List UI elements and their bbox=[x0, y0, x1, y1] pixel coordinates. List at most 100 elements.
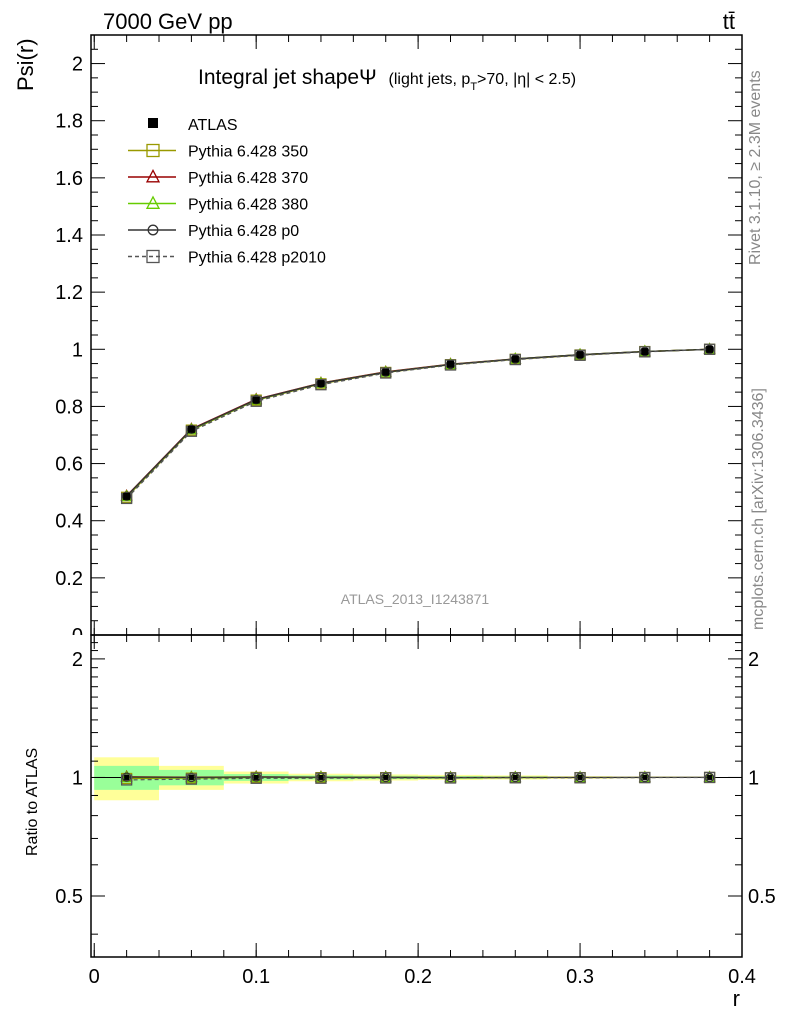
x-tick-label: 0.3 bbox=[566, 966, 594, 988]
ratio-panel-frame bbox=[90, 634, 743, 958]
legend-label: Pythia 6.428 p2010 bbox=[188, 250, 326, 267]
main-panel-series bbox=[120, 342, 716, 505]
y-tick-label: 0.2 bbox=[55, 568, 83, 590]
atlas-data-point bbox=[317, 380, 325, 388]
y-tick-label: 1.2 bbox=[55, 282, 83, 304]
atlas-data-point bbox=[252, 396, 260, 404]
series-line bbox=[126, 348, 710, 499]
atlas-data-point bbox=[511, 355, 519, 363]
y-tick-label: 1 bbox=[72, 339, 83, 361]
series-line bbox=[126, 348, 710, 498]
atlas-ratio-point bbox=[707, 774, 713, 780]
atlas-ratio-point bbox=[188, 774, 194, 780]
ratio-series-marker bbox=[380, 772, 392, 784]
atlas-ratio-point bbox=[577, 774, 583, 780]
ratio-panel-series bbox=[120, 769, 716, 786]
atlas-data-point bbox=[187, 425, 195, 433]
ratio-series-marker bbox=[120, 774, 133, 786]
ratio-series-marker bbox=[703, 771, 716, 784]
legend-marker bbox=[146, 249, 160, 264]
legend-label: Pythia 6.428 p0 bbox=[188, 223, 299, 240]
series-marker bbox=[315, 379, 327, 391]
series-line bbox=[126, 348, 710, 497]
legend-label: Pythia 6.428 380 bbox=[188, 197, 308, 214]
ratio-y-tick-label: 1 bbox=[72, 767, 83, 789]
y-tick-label: 2 bbox=[72, 54, 83, 76]
atlas-data-point bbox=[576, 351, 584, 359]
atlas-data-point bbox=[447, 360, 455, 368]
svg-text:Integral jet shapeΨ (lig: Integral jet shapeΨ (light jets, pT>70, … bbox=[198, 66, 576, 93]
legend-atlas-label: ATLAS bbox=[188, 117, 238, 134]
header-right: tt̄ bbox=[723, 9, 735, 34]
ratio-series-line bbox=[126, 776, 710, 781]
atlas-ratio-point bbox=[383, 774, 389, 780]
atlas-ratio-point bbox=[448, 774, 454, 780]
ratio-y-axis-label: Ratio to ATLAS bbox=[24, 748, 41, 856]
mcplots-reference-text: mcplots.cern.ch [arXiv:1306.3436] bbox=[750, 388, 767, 630]
atlas-ratio-point bbox=[253, 774, 259, 780]
series-marker bbox=[574, 349, 586, 361]
atlas-data-point bbox=[382, 368, 390, 376]
series-marker bbox=[250, 395, 262, 407]
legend-atlas-marker bbox=[148, 118, 158, 128]
x-tick-label: 0.1 bbox=[242, 966, 270, 988]
x-tick-label: 0.4 bbox=[728, 966, 756, 988]
ratio-series-line bbox=[126, 776, 710, 779]
header-left: 7000 GeV pp bbox=[103, 9, 233, 34]
series-line bbox=[126, 348, 710, 497]
ratio-series-marker bbox=[444, 772, 457, 784]
atlas-ratio-point bbox=[124, 774, 130, 780]
ratio-series-marker bbox=[186, 772, 197, 783]
ratio-series-marker bbox=[639, 771, 651, 784]
y-tick-label: 1.4 bbox=[55, 225, 83, 247]
y-tick-label: 0.4 bbox=[55, 511, 83, 533]
series-marker bbox=[509, 353, 521, 366]
axes: 0 0.1 0.2 0.3 0.40.20.40.60.811.21.41.61.820… bbox=[55, 34, 776, 988]
x-axis-label: r bbox=[733, 986, 740, 1011]
atlas-data-point bbox=[641, 348, 649, 356]
atlas-ratio-point bbox=[642, 774, 648, 780]
series-marker bbox=[380, 367, 392, 379]
legend-marker bbox=[147, 224, 159, 236]
y-tick-label: 1.6 bbox=[55, 168, 83, 190]
legend-marker bbox=[145, 195, 161, 209]
ratio-series-marker bbox=[250, 772, 262, 784]
ratio-y-tick-label: 2 bbox=[72, 649, 83, 671]
legend-label: Pythia 6.428 370 bbox=[188, 170, 308, 187]
title-sub-1: (light jets, p bbox=[389, 71, 471, 88]
y-tick-label-zero: 0 bbox=[72, 625, 83, 647]
ratio-y-tick-label-right: 2 bbox=[748, 649, 759, 671]
series-marker bbox=[639, 346, 651, 358]
plot-title: Integral jet shapeΨ (light jets, pT>70, … bbox=[198, 66, 576, 93]
series-marker bbox=[121, 491, 132, 501]
title-symbol: Ψ bbox=[359, 66, 377, 89]
ratio-series-marker bbox=[509, 772, 521, 784]
legend-label: Pythia 6.428 350 bbox=[188, 144, 308, 161]
series-line bbox=[126, 348, 710, 497]
atlas-data-point bbox=[123, 492, 131, 500]
series-marker bbox=[186, 424, 197, 434]
title-main: Integral jet shape bbox=[198, 66, 359, 89]
legend: ATLAS Pythia 6.428 350 Pythia 6.428 370 Pyt… bbox=[128, 117, 326, 267]
ratio-series-marker bbox=[574, 772, 586, 784]
series-marker bbox=[703, 343, 716, 355]
ratio-y-tick-label: 0.5 bbox=[55, 886, 83, 908]
ratio-series-marker bbox=[704, 772, 715, 783]
ratio-y-tick-label-right: 1 bbox=[748, 767, 759, 789]
atlas-data-point bbox=[706, 345, 714, 353]
rivet-version-text: Rivet 3.1.10, ≥ 2.3M events bbox=[747, 70, 764, 265]
y-axis-label: Psi(r) bbox=[13, 38, 38, 91]
y-tick-label: 0.6 bbox=[55, 454, 83, 476]
analysis-watermark: ATLAS_2013_I1243871 bbox=[341, 591, 490, 607]
legend-marker bbox=[146, 143, 160, 158]
title-sub-2: >70, |η| < 2.5) bbox=[477, 71, 576, 88]
y-tick-label: 1.8 bbox=[55, 111, 83, 133]
ratio-y-tick-label-right: 0.5 bbox=[748, 886, 776, 908]
legend-marker bbox=[145, 169, 161, 183]
title-sub-T: T bbox=[470, 81, 477, 93]
x-tick-label: 0 bbox=[89, 966, 100, 988]
atlas-ratio-point bbox=[512, 774, 518, 780]
y-tick-label: 0.8 bbox=[55, 396, 83, 418]
atlas-ratio-point bbox=[318, 774, 324, 780]
